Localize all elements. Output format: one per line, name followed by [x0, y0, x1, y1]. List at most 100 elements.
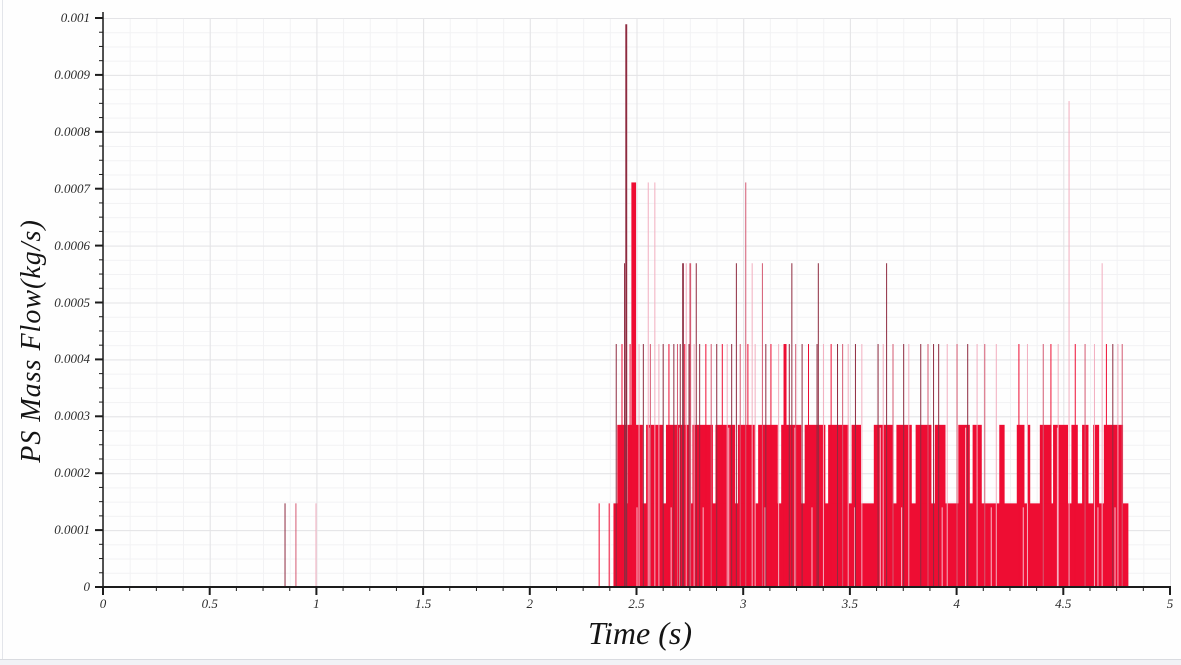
x-minor-tick [769, 587, 771, 591]
y-minor-tick [99, 515, 103, 517]
mass-flow-spike [638, 344, 640, 587]
mass-flow-spike [927, 344, 929, 587]
x-minor-tick [449, 587, 451, 591]
x-minor-tick [342, 587, 344, 591]
mass-flow-spike [679, 344, 681, 587]
mass-flow-spike [938, 344, 940, 587]
y-minor-tick [99, 230, 103, 232]
y-tick-label: 0 [83, 579, 91, 594]
x-minor-tick [876, 587, 878, 591]
y-minor-tick [99, 45, 103, 47]
streak-line [1056, 427, 1058, 587]
y-minor-tick [99, 245, 103, 247]
y-minor-tick [99, 316, 103, 318]
y-minor-tick [99, 259, 103, 261]
x-minor-tick [1009, 587, 1011, 591]
mass-flow-spike [886, 263, 888, 587]
mass-flow-spike [801, 344, 803, 587]
x-minor-tick [689, 587, 691, 591]
x-tick-label: 4.5 [1055, 596, 1072, 611]
y-tick-label: 0.001 [60, 10, 90, 25]
x-minor-tick [716, 587, 718, 591]
mass-flow-spike [649, 344, 651, 587]
mass-flow-spike [721, 344, 723, 587]
mass-flow-spike [946, 344, 948, 587]
mass-flow-spike [1018, 344, 1020, 587]
bottom-strip [0, 659, 1181, 665]
streak-line [901, 507, 903, 587]
mass-flow-spike [933, 344, 935, 587]
mass-flow-spike [739, 344, 741, 587]
y-tick-label: 0.0009 [54, 66, 90, 82]
y-minor-tick [99, 373, 103, 375]
mass-flow-spike [688, 344, 690, 587]
x-minor-tick [1169, 587, 1171, 591]
streak-line [649, 427, 651, 587]
grid-major-h [103, 416, 1170, 418]
y-minor-tick [99, 472, 103, 474]
y-minor-tick [99, 88, 103, 90]
mass-flow-spike [783, 344, 787, 587]
x-tick-label: 3.5 [841, 596, 859, 611]
y-tick-label: 0.0007 [54, 180, 90, 196]
mass-flow-spike [1101, 263, 1103, 587]
grid-major-h [103, 245, 1170, 247]
mass-flow-spike [1117, 344, 1119, 587]
x-minor-tick [502, 587, 504, 591]
mass-flow-spike [778, 344, 780, 587]
mass-flow-spike [816, 344, 818, 587]
streak-line [794, 427, 796, 587]
y-minor-tick [99, 131, 103, 133]
streak-line [679, 427, 681, 587]
y-minor-tick [99, 444, 103, 446]
x-axis-title: Time (s) [588, 615, 692, 651]
mass-flow-spike [716, 344, 718, 587]
grid-major-h [103, 188, 1170, 190]
x-tick-label: 1.5 [414, 596, 432, 611]
y-tick-label: 0.0006 [54, 237, 90, 253]
mass-flow-spike [598, 503, 600, 587]
mass-flow-spike [837, 344, 839, 587]
mass-flow-spike [1093, 344, 1095, 587]
x-minor-tick [609, 587, 611, 591]
y-axis-line [102, 12, 104, 587]
mass-flow-spike [1057, 344, 1059, 587]
mass-flow-spike [615, 344, 617, 587]
y-minor-tick [99, 344, 103, 346]
y-tick-label: 0.0002 [54, 465, 90, 481]
mass-flow-spike [295, 503, 297, 587]
x-minor-tick [289, 587, 291, 591]
x-minor-tick [636, 587, 637, 591]
mass-flow-spike [662, 344, 664, 587]
x-tick-label: 0 [99, 596, 107, 611]
mass-flow-spike [735, 263, 737, 587]
x-minor-tick [902, 587, 904, 591]
x-minor-tick [369, 587, 371, 591]
y-minor-tick [99, 401, 103, 403]
streak-line [764, 507, 766, 587]
x-minor-tick [662, 587, 664, 591]
mass-flow-spike [808, 344, 810, 587]
x-tick-label: 1 [313, 596, 320, 611]
mass-flow-spike [647, 182, 649, 588]
mass-flow-spike [967, 344, 969, 587]
mass-flow-spike [699, 344, 701, 587]
mass-flow-spike [685, 263, 687, 587]
x-minor-tick [235, 587, 237, 591]
y-minor-tick [99, 501, 103, 503]
grid-major-h [103, 131, 1170, 133]
streak-line [1097, 507, 1099, 587]
grid-major-h [103, 74, 1170, 76]
mass-flow-spike [892, 344, 894, 587]
mass-flow-spike [765, 344, 767, 587]
x-tick-label: 2 [526, 596, 534, 611]
y-minor-tick [99, 31, 103, 33]
y-tick-label: 0.0004 [54, 351, 90, 367]
mass-flow-spike [861, 344, 863, 587]
mass-flow-spike [621, 344, 623, 587]
y-minor-tick [99, 387, 103, 389]
x-minor-tick [929, 587, 931, 591]
mass-flow-spike [658, 344, 660, 587]
